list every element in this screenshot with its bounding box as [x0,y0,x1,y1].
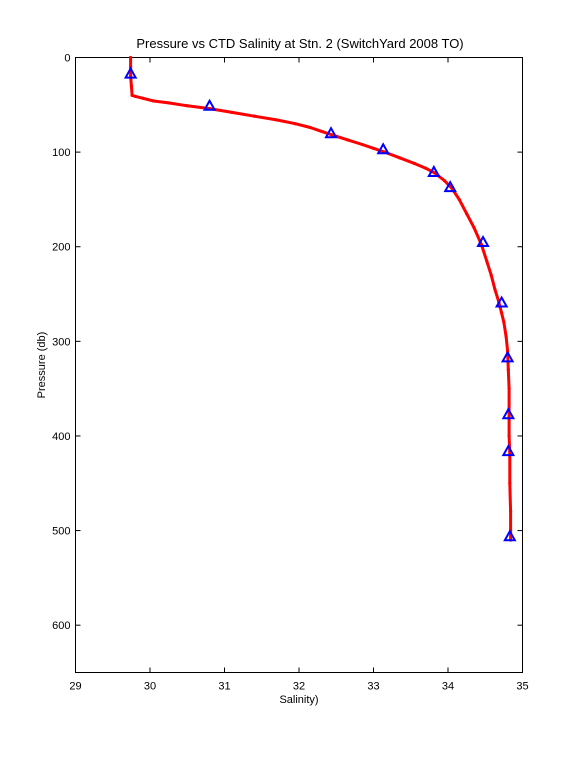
data-series [123,55,517,542]
profile-point [152,99,156,103]
chart-title: Pressure vs CTD Salinity at Stn. 2 (Swit… [136,36,463,51]
x-tick-label: 32 [293,681,305,693]
profile-point [308,125,312,130]
axis-ticks: 29 30 31 32 33 34 35 0 100 200 300 400 500 600 [52,53,528,693]
bottle-sample-marker [503,529,517,542]
profile-point [507,387,511,391]
y-tick-label: 500 [52,526,70,538]
profile-point [319,129,323,133]
bottle-sample-marker [123,66,138,79]
bottle-sample-marker [500,350,515,363]
profile-point [293,122,297,126]
profile-point [130,93,134,97]
profile-point [230,110,234,114]
profile-point [508,510,513,514]
profile-point [360,142,364,147]
bottle-sample-marker [427,164,441,177]
x-axis-label: Salinity) [279,694,318,706]
x-tick-label: 34 [442,681,454,693]
profile-point [506,368,510,372]
profile-point [252,114,256,118]
profile-point [412,161,417,166]
x-tick-label: 35 [516,681,528,693]
profile-point [502,320,506,325]
y-tick-label: 600 [52,620,70,632]
y-tick-label: 100 [52,147,70,159]
profile-point [472,226,476,230]
y-tick-label: 300 [52,336,70,348]
x-tick-label: 33 [367,681,379,693]
bottle-sample-marker [324,126,338,139]
bottle-sample-marker [443,180,457,193]
profile-point [442,178,446,183]
bottle-sample-marker [202,98,217,111]
y-axis-label: Pressure (db) [36,332,48,399]
profile-point [507,434,511,438]
profile-point [167,101,171,105]
profile-point [465,212,469,216]
profile-point [493,287,497,291]
bottle-sample-marker [501,444,516,457]
profile-point [397,156,402,160]
profile-point [140,96,145,100]
x-tick-label: 31 [218,681,230,693]
profile-point [424,166,428,170]
profile-point [500,311,504,315]
profile-point [129,55,133,60]
profile-point [508,481,512,485]
profile-point [133,94,137,98]
bottle-sample-marker [494,295,509,308]
bottle-sample-marker [476,234,490,247]
y-tick-label: 400 [52,431,70,443]
profile-point [457,197,461,202]
profile-point [275,118,279,122]
profile-point [432,171,437,175]
profile-point [504,335,508,339]
x-tick-label: 30 [144,681,156,693]
profile-point [485,259,489,263]
bottle-sample-marker [501,407,516,420]
profile-point [129,84,133,88]
bottle-sample-marker [376,142,390,155]
profile-point [185,104,189,108]
y-tick-label: 200 [52,242,70,254]
y-tick-label: 0 [64,53,70,65]
profile-point [371,146,376,150]
x-tick-label: 29 [69,681,81,693]
profile-point [489,273,493,277]
profile-point [345,138,350,142]
